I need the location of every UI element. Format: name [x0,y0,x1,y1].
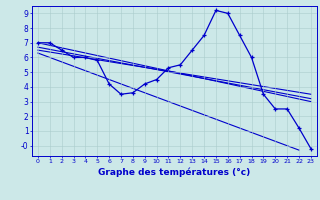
X-axis label: Graphe des températures (°c): Graphe des températures (°c) [98,167,251,177]
